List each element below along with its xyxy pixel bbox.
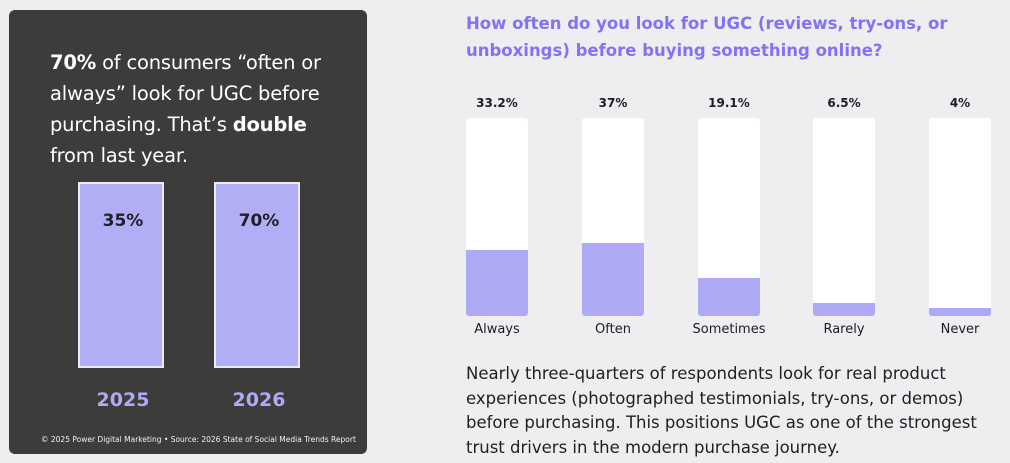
value-label-always: 33.2% <box>476 96 518 110</box>
bar-rarely <box>813 303 875 316</box>
bar-always <box>466 250 528 316</box>
category-label-never: Never <box>940 322 980 337</box>
value-label-rarely: 6.5% <box>827 96 861 110</box>
year-bar-value-2025: 35% <box>102 211 144 231</box>
bar-track-rarely <box>813 118 875 316</box>
source-footer: © 2025 Power Digital Marketing • Source:… <box>41 435 356 444</box>
category-label-often: Often <box>595 322 631 337</box>
category-label-rarely: Rarely <box>823 322 865 337</box>
highlight-card <box>9 10 367 454</box>
category-label-sometimes: Sometimes <box>692 322 766 337</box>
headline-text: of consumers “often or always” look for … <box>50 51 321 136</box>
headline: 70% of consumers “often or always” look … <box>50 47 330 171</box>
year-label-2025: 2025 <box>96 389 150 411</box>
category-label-always: Always <box>474 322 520 337</box>
headline-text-end: from last year. <box>50 144 188 167</box>
summary-paragraph: Nearly three-quarters of respondents loo… <box>466 364 977 457</box>
bar-sometimes <box>698 278 760 316</box>
value-label-often: 37% <box>598 96 628 110</box>
chart-title: How often do you look for UGC (reviews, … <box>466 14 948 60</box>
value-label-never: 4% <box>949 96 971 110</box>
year-bar-2025 <box>78 182 164 368</box>
value-label-sometimes: 19.1% <box>708 96 750 110</box>
year-label-2026: 2026 <box>232 389 286 411</box>
bar-track-often <box>582 118 644 316</box>
headline-stat: 70% <box>50 51 97 74</box>
bar-often <box>582 242 644 316</box>
bar-track-sometimes <box>698 118 760 316</box>
year-bar-2026 <box>214 182 300 368</box>
bar-never <box>929 308 991 316</box>
bar-track-never <box>929 118 991 316</box>
bar-track-always <box>466 118 528 316</box>
headline-emphasis: double <box>232 113 307 136</box>
year-bar-value-2026: 70% <box>238 211 280 231</box>
